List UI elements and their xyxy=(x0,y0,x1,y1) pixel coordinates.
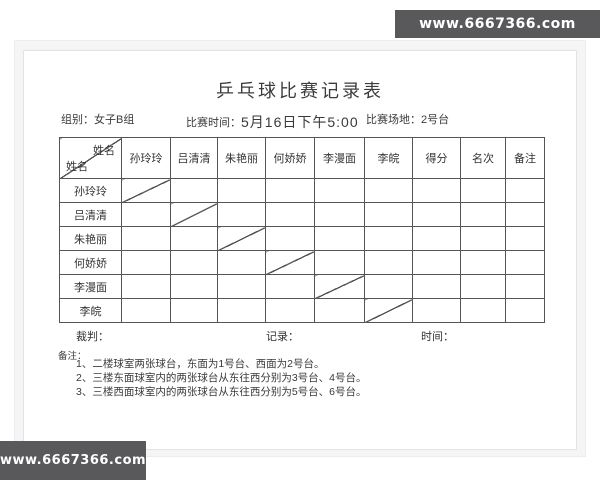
rank-cell xyxy=(460,250,506,275)
self-match-cell xyxy=(265,250,315,275)
match-cell xyxy=(265,274,315,299)
match-cell xyxy=(170,274,218,299)
match-cell xyxy=(364,250,413,275)
match-cell xyxy=(265,298,315,323)
match-cell xyxy=(265,226,315,251)
match-cell xyxy=(217,250,266,275)
remark-cell xyxy=(505,298,545,323)
match-cell xyxy=(121,226,171,251)
column-header-remark: 备注 xyxy=(505,137,545,179)
score-cell xyxy=(412,274,461,299)
match-cell xyxy=(265,178,315,203)
record-sheet-page: 乒乓球比赛记录表 组别：女子B组 比赛时间：5月16日下午5:00 比赛场地：2… xyxy=(23,50,577,450)
self-match-cell xyxy=(121,178,171,203)
note-line: 1、二楼球室两张球台，东面为1号台、西面为2号台。 xyxy=(76,358,325,370)
column-header: 何娇娇 xyxy=(265,137,315,179)
match-cell xyxy=(121,298,171,323)
row-header: 吕清清 xyxy=(59,202,122,227)
match-cell xyxy=(265,202,315,227)
document-panel: 乒乓球比赛记录表 组别：女子B组 比赛时间：5月16日下午5:00 比赛场地：2… xyxy=(14,40,586,457)
watermark-top-text: www.6667366.com xyxy=(419,16,576,32)
column-header: 李漫面 xyxy=(314,137,365,179)
watermark-bottom-text: www.6667366.com xyxy=(0,453,147,468)
match-cell xyxy=(170,298,218,323)
match-cell xyxy=(364,202,413,227)
notes-title: 备注： xyxy=(58,351,87,362)
score-cell xyxy=(412,298,461,323)
match-time-label: 比赛时间： xyxy=(186,117,241,129)
match-cell xyxy=(364,226,413,251)
match-cell xyxy=(314,298,365,323)
row-header: 李皖 xyxy=(59,298,122,323)
score-cell xyxy=(412,226,461,251)
match-cell xyxy=(217,298,266,323)
self-match-cell xyxy=(364,298,413,323)
row-header: 何娇娇 xyxy=(59,250,122,275)
rank-cell xyxy=(460,202,506,227)
remark-cell xyxy=(505,202,545,227)
match-cell xyxy=(170,250,218,275)
watermark-top: www.6667366.com xyxy=(395,10,600,38)
match-cell xyxy=(121,202,171,227)
note-line: 2、三楼东面球室内的两张球台从东往西分别为3号台、4号台。 xyxy=(76,372,367,384)
column-header: 吕清清 xyxy=(170,137,218,179)
table-row: 朱艳丽 xyxy=(59,226,545,251)
rank-cell xyxy=(460,226,506,251)
match-cell xyxy=(364,178,413,203)
group-field: 组别：女子B组 xyxy=(61,114,135,126)
rank-cell xyxy=(460,298,506,323)
referee-field: 裁判： xyxy=(76,331,109,343)
score-cell xyxy=(412,178,461,203)
remark-cell xyxy=(505,226,545,251)
match-cell xyxy=(170,178,218,203)
rank-cell xyxy=(460,274,506,299)
corner-cell: 姓名 姓名 xyxy=(59,137,122,179)
score-cell xyxy=(412,202,461,227)
column-header-rank: 名次 xyxy=(460,137,506,179)
match-record-table: 姓名 姓名 孙玲玲 吕清清 朱艳丽 何娇娇 李漫面 李皖 得分 名次 备注 孙玲… xyxy=(59,137,545,323)
row-header: 孙玲玲 xyxy=(59,178,122,203)
row-header: 李漫面 xyxy=(59,274,122,299)
match-cell xyxy=(217,178,266,203)
column-header: 朱艳丽 xyxy=(217,137,266,179)
notes-list: 1、二楼球室两张球台，东面为1号台、西面为2号台。 2、三楼东面球室内的两张球台… xyxy=(76,357,367,399)
rank-cell xyxy=(460,178,506,203)
column-header: 李皖 xyxy=(364,137,413,179)
table-row: 孙玲玲 xyxy=(59,178,545,203)
table-row: 李皖 xyxy=(59,298,545,323)
page-title: 乒乓球比赛记录表 xyxy=(216,81,384,101)
match-cell xyxy=(314,202,365,227)
match-cell xyxy=(170,226,218,251)
match-cell xyxy=(121,274,171,299)
row-header: 朱艳丽 xyxy=(59,226,122,251)
remark-cell xyxy=(505,250,545,275)
corner-label-top: 姓名 xyxy=(93,145,115,157)
self-match-cell xyxy=(170,202,218,227)
watermark-bottom: www.6667366.com xyxy=(0,441,146,480)
remark-cell xyxy=(505,178,545,203)
match-cell xyxy=(314,226,365,251)
match-cell xyxy=(121,250,171,275)
note-line: 3、三楼西面球室内的两张球台从东往西分别为5号台、6号台。 xyxy=(76,386,367,398)
match-cell xyxy=(314,178,365,203)
recorder-field: 记录： xyxy=(266,331,299,343)
table-row: 何娇娇 xyxy=(59,250,545,275)
self-match-cell xyxy=(217,226,266,251)
match-cell xyxy=(314,250,365,275)
time-field: 时间： xyxy=(421,331,454,343)
corner-label-bottom: 姓名 xyxy=(66,161,88,173)
match-cell xyxy=(364,274,413,299)
self-match-cell xyxy=(314,274,365,299)
table-row: 李漫面 xyxy=(59,274,545,299)
venue-field: 比赛场地：2号台 xyxy=(366,114,450,126)
column-header-score: 得分 xyxy=(412,137,461,179)
table-row: 吕清清 xyxy=(59,202,545,227)
match-time-value: 5月16日下午5:00 xyxy=(241,114,359,130)
score-cell xyxy=(412,250,461,275)
match-cell xyxy=(217,274,266,299)
column-header: 孙玲玲 xyxy=(121,137,171,179)
match-cell xyxy=(217,202,266,227)
remark-cell xyxy=(505,274,545,299)
match-time-field: 比赛时间：5月16日下午5:00 xyxy=(186,111,359,131)
